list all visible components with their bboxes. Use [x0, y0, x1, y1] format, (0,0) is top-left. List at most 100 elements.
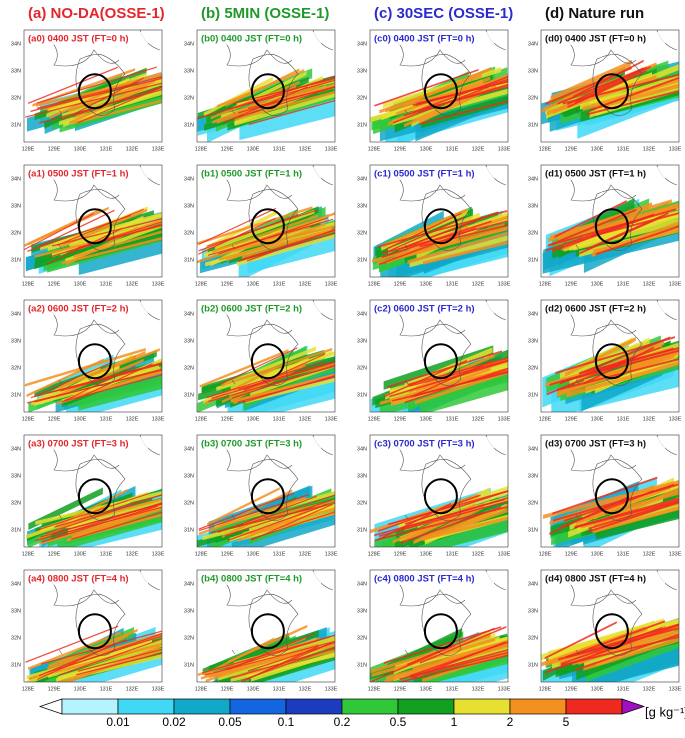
focus-circle: [594, 73, 629, 110]
column-title: (d) Nature run: [545, 5, 644, 22]
lat-label: 34N: [357, 176, 367, 182]
lon-label: 130E: [420, 551, 433, 557]
colorbar-box: [173, 698, 231, 715]
lon-label: 132E: [299, 686, 312, 692]
lon-label: 133E: [669, 146, 682, 152]
lon-label: 129E: [48, 416, 61, 422]
lat-label: 32N: [11, 500, 21, 506]
precip-band: [588, 500, 679, 530]
precip-band: [204, 640, 335, 676]
lat-label: 31N: [184, 122, 194, 128]
precip-band: [555, 336, 675, 375]
colorbar-label: 0.05: [218, 715, 242, 729]
precip-band: [198, 214, 299, 252]
map-frame: [23, 434, 163, 548]
precip-band: [567, 70, 647, 109]
lon-label: 133E: [498, 281, 511, 287]
precip-band: [400, 211, 498, 250]
map-panel: [24, 165, 162, 277]
precip-band: [52, 218, 162, 247]
lat-label: 33N: [357, 608, 367, 614]
lat-label: 34N: [528, 41, 538, 47]
lat-label: 32N: [528, 230, 538, 236]
panel-label: (b0) 0400 JST (FT=0 h): [201, 34, 302, 45]
precip-band: [387, 350, 502, 389]
lon-label: 129E: [565, 146, 578, 152]
label-bg: [543, 32, 665, 45]
precip-band: [374, 505, 508, 542]
lon-label: 128E: [539, 416, 552, 422]
precip-band: [379, 227, 476, 266]
precip-band: [396, 226, 508, 260]
lon-label: 130E: [247, 551, 260, 557]
precip-band: [37, 493, 148, 531]
precip-band: [595, 225, 679, 256]
precip-band: [78, 648, 162, 672]
lon-label: 129E: [394, 146, 407, 152]
lat-label: 32N: [184, 500, 194, 506]
lon-label: 129E: [221, 416, 234, 422]
precip-band: [370, 633, 491, 674]
lon-label: 131E: [273, 416, 286, 422]
map-frame: [369, 29, 509, 143]
precip-band: [550, 59, 633, 100]
colorbar-label: 2: [507, 715, 514, 729]
precip-band: [412, 639, 508, 671]
lat-label: 31N: [528, 662, 538, 668]
precip-band: [574, 499, 679, 529]
precip-band: [26, 358, 104, 398]
lat-label: 34N: [528, 311, 538, 317]
precip-band: [237, 494, 335, 528]
precip-band: [546, 357, 633, 396]
precip-band: [208, 218, 334, 256]
label-bg: [199, 32, 321, 45]
colorbar-box: [117, 698, 175, 715]
precip-band: [237, 503, 323, 543]
precip-band: [248, 99, 335, 126]
focus-circle: [423, 343, 458, 380]
coastline: [216, 165, 333, 251]
map-frame: [196, 164, 336, 278]
precip-band: [589, 76, 679, 112]
lon-label: 130E: [591, 551, 604, 557]
lon-label: 130E: [591, 416, 604, 422]
precip-band: [69, 85, 148, 125]
precip-band: [419, 377, 508, 412]
precip-band: [422, 240, 508, 265]
precip-band: [227, 79, 335, 111]
precip-band: [416, 80, 508, 105]
lon-label: 129E: [221, 281, 234, 287]
precip-band: [594, 83, 679, 110]
lat-label: 34N: [11, 581, 21, 587]
lon-label: 131E: [446, 281, 459, 287]
map-panel: [541, 435, 679, 547]
lat-label: 33N: [11, 203, 21, 209]
lon-label: 128E: [195, 281, 208, 287]
lon-label: 129E: [48, 551, 61, 557]
precip-band: [241, 229, 335, 259]
lat-label: 32N: [184, 635, 194, 641]
panel-label: (a0) 0400 JST (FT=0 h): [28, 34, 129, 45]
lon-label: 130E: [247, 281, 260, 287]
lon-label: 132E: [126, 551, 139, 557]
lon-label: 129E: [221, 686, 234, 692]
lon-label: 130E: [591, 686, 604, 692]
precip-band: [24, 212, 94, 251]
precip-band: [573, 59, 644, 98]
precip-band: [25, 625, 119, 663]
precip-band: [227, 503, 328, 542]
map-panel: [370, 435, 508, 547]
precip-band: [28, 66, 118, 104]
lat-label: 34N: [184, 446, 194, 452]
lat-label: 33N: [11, 338, 21, 344]
coastline: [216, 30, 333, 116]
panel-label: (d2) 0600 JST (FT=2 h): [545, 304, 646, 315]
coastline: [389, 300, 506, 386]
precip-band: [39, 639, 127, 677]
map-frame: [196, 434, 336, 548]
lat-label: 33N: [184, 473, 194, 479]
precip-band: [544, 621, 617, 660]
colorbar-box: [229, 698, 287, 715]
panel-label: (a2) 0600 JST (FT=2 h): [28, 304, 129, 315]
lon-label: 132E: [299, 416, 312, 422]
